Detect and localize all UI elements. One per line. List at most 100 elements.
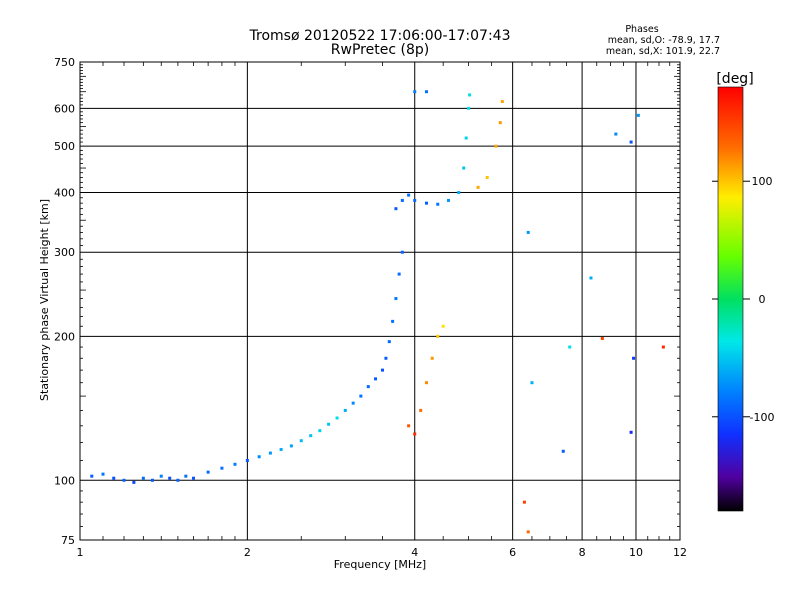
data-point [206,470,210,474]
colorbar-tick-label: 0 [759,293,766,306]
plot-area [79,61,681,541]
data-point [335,416,339,420]
data-point [384,356,388,360]
data-point [425,381,429,385]
colorbar-tick-label: 100 [752,175,773,188]
data-point [397,272,401,276]
data-point [176,478,180,482]
data-point [561,449,565,453]
y-tick-label: 750 [54,56,75,69]
data-point [122,478,126,482]
data-point [530,381,534,385]
y-tick-label: 100 [54,474,75,487]
x-tick-label: 6 [509,546,516,559]
data-point [394,207,398,211]
data-point [159,474,163,478]
data-point [351,401,355,405]
legend-title: Phases [625,24,658,35]
data-point [279,447,283,451]
data-point [629,140,633,144]
colorbar-label: [deg] [716,71,753,87]
data-point [168,476,172,480]
data-point [309,434,313,438]
data-point [425,201,429,205]
data-point [468,93,472,97]
data-point [526,230,530,234]
data-point [589,276,593,280]
data-point [441,324,445,328]
data-point [407,193,411,197]
data-point [498,121,502,125]
chart-title: Tromsø 20120522 17:06:00-17:07:43 [249,28,511,44]
data-point [112,476,116,480]
data-point [318,429,322,433]
data-point [568,345,572,349]
y-tick-label: 200 [54,330,75,343]
data-point [614,132,618,136]
data-point [373,377,377,381]
data-point [150,478,154,482]
data-point [600,336,604,340]
y-tick-label: 75 [61,534,75,547]
chart-subtitle: RwPretec (8p) [331,42,429,58]
data-point [343,408,347,412]
x-tick-label: 1 [77,546,84,559]
colorbar [717,86,744,512]
data-point [425,90,429,94]
data-point [245,458,249,462]
data-point [184,474,188,478]
x-tick-label: 12 [673,546,687,559]
data-point [141,476,145,480]
data-point [380,368,384,372]
data-point [413,90,417,94]
legend-line-o: mean, sd,O: -78.9, 17.7 [608,35,720,46]
x-tick-label: 8 [579,546,586,559]
data-point [430,356,434,360]
data-point [387,340,391,344]
data-point [391,319,395,323]
grid-lines [80,62,680,540]
data-point [485,175,489,179]
data-point [446,198,450,202]
data-point [400,198,404,202]
data-point [436,334,440,338]
colorbar-ticks: 100 0 -100 [712,175,774,424]
y-tick-label: 600 [54,102,75,115]
y-axis-label: Stationary phase Virtual Height [km] [38,199,51,401]
y-axis-ticks: 75 100 200 300 400 500 600 750 [54,56,680,547]
data-point [233,462,237,466]
data-point [220,466,224,470]
data-point [359,394,363,398]
data-point [661,345,665,349]
data-point [636,113,640,117]
data-point [494,144,498,148]
data-point [464,136,468,140]
x-tick-label: 10 [629,546,643,559]
colorbar-tick-label: -100 [750,411,775,424]
data-point [413,432,417,436]
data-point [268,451,272,455]
data-point [289,444,293,448]
y-tick-label: 500 [54,140,75,153]
data-point [413,198,417,202]
x-axis-label: Frequency [MHz] [334,558,426,571]
data-point [327,422,331,426]
data-point [457,190,461,194]
data-point [476,185,480,189]
data-point [467,106,471,110]
data-point [101,472,105,476]
data-point [629,430,633,434]
data-point [366,385,370,389]
data-point [500,100,504,104]
data-point [400,250,404,254]
data-point [257,455,261,459]
data-point [132,480,136,484]
data-point [419,408,423,412]
y-tick-label: 400 [54,186,75,199]
data-point [462,166,466,170]
x-tick-label: 2 [244,546,251,559]
data-point [394,297,398,301]
data-point [522,500,526,504]
y-tick-label: 300 [54,246,75,259]
legend-line-x: mean, sd,X: 101.9, 22.7 [606,46,720,57]
